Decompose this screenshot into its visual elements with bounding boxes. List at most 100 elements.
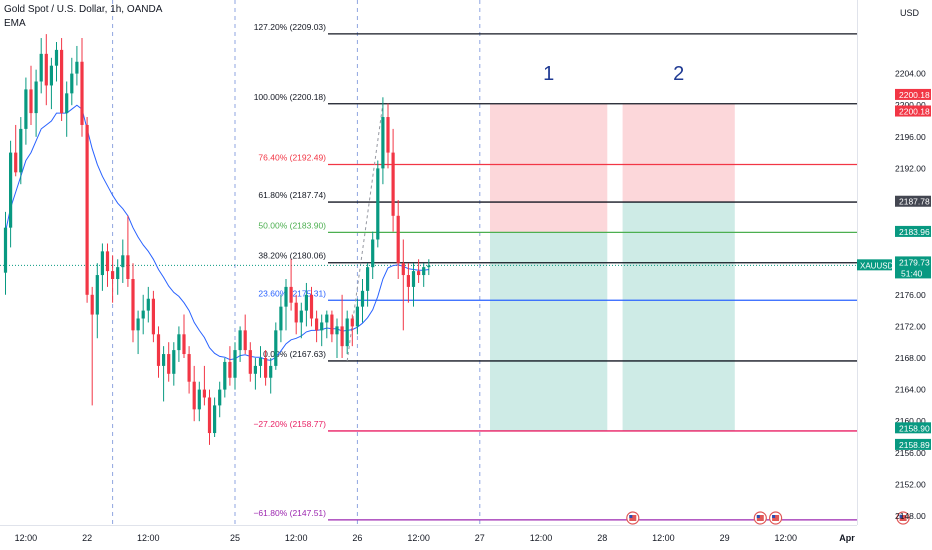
candle-body <box>207 397 212 434</box>
candle-body <box>335 326 339 335</box>
candle-body <box>24 89 28 129</box>
candle-body <box>70 73 74 94</box>
y-tick-label: 2152.00 <box>895 479 926 489</box>
event-flag-canton <box>756 515 760 518</box>
symbol-tag-bg <box>857 259 892 271</box>
candle-body <box>228 361 232 378</box>
event-flag-canton <box>899 515 903 518</box>
candle-body <box>340 326 344 347</box>
candle-body <box>274 330 278 366</box>
ema-indicator-label[interactable]: EMA <box>4 18 26 29</box>
currency-label: USD <box>900 8 920 18</box>
candle-body <box>75 61 79 74</box>
x-tick-label: 26 <box>352 533 362 543</box>
event-flag-stripes <box>756 515 764 521</box>
candle-body <box>136 318 140 331</box>
x-tick-label: 12:00 <box>285 533 308 543</box>
y-tick-label: 2164.00 <box>895 385 926 395</box>
position-target-zone <box>490 232 608 431</box>
fib-trend-line <box>346 103 384 361</box>
candle-body <box>14 152 18 173</box>
candle-body <box>116 267 120 279</box>
position-target-zone <box>622 201 735 431</box>
candle-body <box>60 49 64 114</box>
fib-level-label: 76.40% (2192.49) <box>258 153 326 163</box>
candle-body <box>253 365 257 374</box>
candle-body <box>315 318 319 331</box>
fib-level-label: 38.20% (2180.06) <box>258 251 326 261</box>
candle-body <box>376 168 380 240</box>
x-tick-label: 27 <box>475 533 485 543</box>
candle-body <box>320 322 324 331</box>
event-flag-canton <box>772 515 776 518</box>
candle-body <box>258 358 263 366</box>
candle-body <box>243 330 247 351</box>
candle-body <box>417 271 421 276</box>
candle-body <box>9 152 13 228</box>
symbol-title[interactable]: Gold Spot / U.S. Dollar, 1h, OANDA <box>4 4 163 15</box>
candle-body <box>172 350 176 374</box>
candle-body <box>187 354 191 382</box>
y-tick-label: 2192.00 <box>895 163 926 173</box>
y-tick-label: 2148.00 <box>895 511 926 521</box>
candle-body <box>146 298 150 311</box>
position-stop-zone <box>622 103 735 202</box>
candle-body <box>355 306 359 327</box>
candle-body <box>162 354 166 366</box>
candle-body <box>29 89 33 114</box>
candle-body <box>197 389 201 410</box>
candle-body <box>238 330 242 351</box>
event-flag-canton <box>629 515 633 518</box>
candle-body <box>366 267 370 291</box>
x-tick-label: 12:00 <box>530 533 553 543</box>
price-tag-label: 2200.18 <box>899 107 930 117</box>
price-tag-label: 2158.90 <box>899 423 930 433</box>
candle-body <box>360 290 365 307</box>
candle-body <box>381 117 385 169</box>
candle-body <box>177 334 181 351</box>
candle-body <box>111 271 115 279</box>
candle-body <box>371 239 375 268</box>
candle-body <box>80 61 84 125</box>
price-tag-label: 2158.89 <box>899 440 930 450</box>
event-flag-icon <box>768 511 783 525</box>
price-countdown-label: 51:40 <box>901 268 923 278</box>
candle-body <box>182 334 186 355</box>
y-tick-label: 2172.00 <box>895 321 926 331</box>
candle-body <box>350 318 354 327</box>
candle-body <box>299 310 303 323</box>
candle-body <box>427 265 431 268</box>
price-tag-bg <box>895 438 931 450</box>
x-tick-label: 22 <box>82 533 92 543</box>
event-flag-icon <box>626 511 640 525</box>
x-tick-label: 12:00 <box>15 533 38 543</box>
fib-level-label: 0.00% (2167.63) <box>263 349 326 359</box>
candle-body <box>304 294 308 311</box>
y-tick-label: 2156.00 <box>895 448 926 458</box>
position-label: 1 <box>543 63 554 85</box>
x-tick-label: 12:00 <box>407 533 430 543</box>
fib-level-label: 127.20% (2209.03) <box>254 22 326 32</box>
candle-body <box>3 227 8 273</box>
candle-body <box>289 286 293 303</box>
candle-body <box>167 354 171 374</box>
price-tag-bg <box>895 256 931 279</box>
candle-body <box>202 389 206 398</box>
candle-body <box>325 314 329 323</box>
candle-body <box>386 117 390 153</box>
candle-body <box>330 314 334 335</box>
event-flag-icon <box>896 511 910 525</box>
candle-body <box>65 93 69 114</box>
price-tag-label: 2183.96 <box>899 227 930 237</box>
fib-level-label: −61.80% (2147.51) <box>253 508 326 518</box>
x-tick-label: 28 <box>597 533 607 543</box>
position-label: 2 <box>673 63 684 85</box>
candle-body <box>309 294 314 319</box>
event-flag-stripes <box>772 515 780 521</box>
x-tick-label: 29 <box>720 533 730 543</box>
x-tick-label: 12:00 <box>137 533 160 543</box>
position-stop-zone <box>490 103 608 233</box>
candle-body <box>151 298 155 335</box>
candle-body <box>233 350 237 378</box>
